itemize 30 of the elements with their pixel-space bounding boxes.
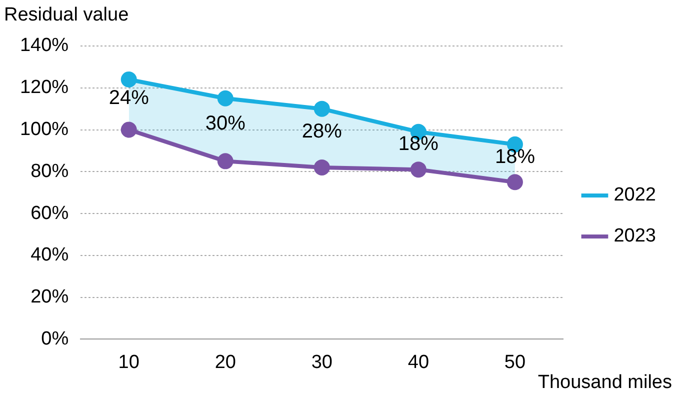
y-axis-title: Residual value <box>4 4 129 26</box>
y-tick-label: 40% <box>30 244 69 266</box>
annotation: 24% <box>108 87 150 110</box>
point <box>314 159 330 176</box>
annotation: 18% <box>494 146 536 168</box>
x-tick-label: 50 <box>504 352 526 373</box>
x-tick-label: 40 <box>408 352 430 373</box>
annotation: 30% <box>205 112 246 134</box>
y-tick-label: 20% <box>30 286 69 308</box>
x-tick-label: 30 <box>311 352 332 373</box>
point <box>217 153 234 170</box>
y-tick-label: 120% <box>20 77 69 98</box>
point <box>120 72 137 88</box>
y-tick-label: 100% <box>20 119 69 140</box>
annotation: 18% <box>398 133 439 156</box>
y-tick-label: 140% <box>20 35 69 56</box>
y-tick-label: 80% <box>30 160 69 182</box>
point <box>410 162 426 178</box>
point <box>120 122 137 138</box>
x-tick-label: 20 <box>214 352 236 373</box>
y-tick-label: 60% <box>30 202 69 224</box>
point <box>314 100 330 117</box>
point <box>217 90 234 106</box>
x-tick-label: 10 <box>118 352 140 373</box>
x-axis-title: Thousand miles <box>538 372 672 394</box>
legend-label: 2023 <box>614 226 656 247</box>
annotation: 28% <box>302 120 342 143</box>
point <box>506 174 523 190</box>
legend-label: 2022 <box>614 184 656 206</box>
y-tick-label: 0% <box>41 328 69 350</box>
